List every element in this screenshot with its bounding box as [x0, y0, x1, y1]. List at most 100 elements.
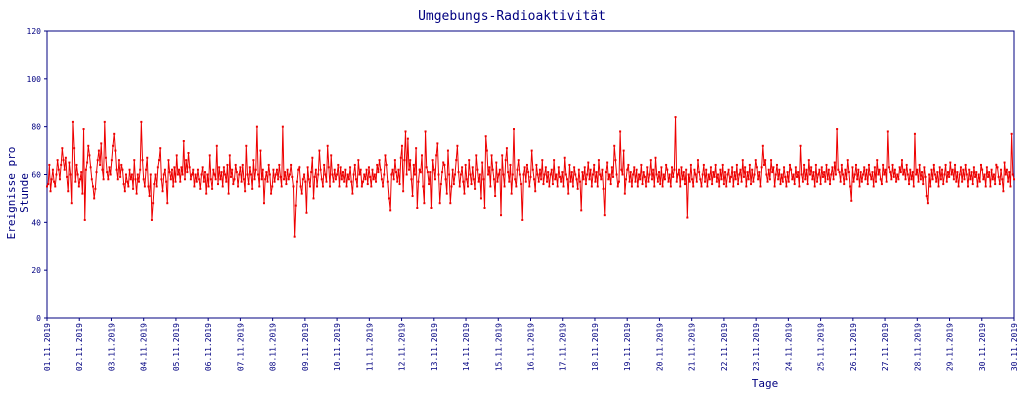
- data-point: [871, 171, 874, 174]
- data-point: [66, 175, 69, 178]
- data-point: [846, 159, 849, 162]
- data-point: [807, 159, 810, 162]
- data-point: [444, 178, 447, 181]
- x-tick-label: 09.11.2019: [301, 323, 310, 371]
- data-point: [137, 180, 140, 183]
- data-point: [691, 178, 694, 181]
- data-point: [510, 192, 513, 195]
- data-point: [952, 178, 955, 181]
- data-point: [886, 130, 889, 133]
- data-point: [672, 175, 675, 178]
- data-point: [636, 185, 639, 188]
- data-point: [836, 128, 839, 131]
- data-point: [850, 199, 853, 202]
- data-point: [356, 185, 359, 188]
- data-point: [363, 173, 366, 176]
- data-point: [205, 192, 208, 195]
- data-point: [56, 159, 59, 162]
- data-point: [306, 166, 309, 169]
- data-point: [873, 166, 876, 169]
- data-point: [759, 185, 762, 188]
- data-point: [73, 147, 76, 150]
- data-point: [128, 168, 131, 171]
- data-point: [201, 166, 204, 169]
- data-point: [206, 173, 209, 176]
- data-point: [285, 183, 288, 186]
- data-point: [589, 168, 592, 171]
- data-point: [963, 178, 966, 181]
- data-point: [876, 159, 879, 162]
- data-point: [693, 168, 696, 171]
- data-point: [792, 173, 795, 176]
- data-point: [216, 183, 219, 186]
- data-point: [198, 178, 201, 181]
- data-point: [564, 173, 567, 176]
- data-point: [231, 168, 234, 171]
- data-point: [213, 173, 216, 176]
- data-point: [53, 180, 56, 183]
- data-point: [961, 180, 964, 183]
- data-point: [800, 173, 803, 176]
- data-point: [571, 185, 574, 188]
- x-tick-label: 23.11.2019: [752, 323, 761, 371]
- data-point: [878, 168, 881, 171]
- data-point: [596, 185, 599, 188]
- data-point: [668, 173, 671, 176]
- data-point: [991, 178, 994, 181]
- data-point: [503, 185, 506, 188]
- data-point: [550, 168, 553, 171]
- data-point: [553, 159, 556, 162]
- data-point: [634, 180, 637, 183]
- data-point: [577, 168, 580, 171]
- data-point: [721, 163, 724, 166]
- data-point: [576, 187, 579, 190]
- data-point: [958, 173, 961, 176]
- data-point: [307, 178, 310, 181]
- data-point: [748, 163, 751, 166]
- data-point: [494, 195, 497, 198]
- data-point: [311, 156, 314, 159]
- data-point: [957, 185, 960, 188]
- data-point: [183, 178, 186, 181]
- data-point: [594, 180, 597, 183]
- data-point: [761, 144, 764, 147]
- data-point: [786, 171, 789, 174]
- data-point: [96, 159, 99, 162]
- data-point: [51, 168, 54, 171]
- data-point: [866, 183, 869, 186]
- data-point: [233, 178, 236, 181]
- data-point: [47, 183, 50, 186]
- data-point: [745, 185, 748, 188]
- data-point: [483, 206, 486, 209]
- data-point: [86, 161, 89, 164]
- data-point: [652, 168, 655, 171]
- data-point: [518, 173, 521, 176]
- data-point: [666, 168, 669, 171]
- data-point: [109, 173, 112, 176]
- data-point: [617, 180, 620, 183]
- data-point: [832, 178, 835, 181]
- data-point: [189, 178, 192, 181]
- data-point: [708, 178, 711, 181]
- data-point: [909, 168, 912, 171]
- data-point: [521, 218, 524, 221]
- data-point: [406, 137, 409, 140]
- data-point: [529, 175, 532, 178]
- data-point: [77, 185, 80, 188]
- data-point: [825, 163, 828, 166]
- data-point: [330, 154, 333, 157]
- data-point: [699, 178, 702, 181]
- data-point: [754, 159, 757, 162]
- data-point: [232, 183, 235, 186]
- x-tick-label: 08.11.2019: [269, 323, 278, 371]
- data-point: [449, 202, 452, 205]
- data-point: [653, 185, 656, 188]
- data-point: [468, 159, 471, 162]
- data-point: [933, 173, 936, 176]
- data-point: [785, 185, 788, 188]
- data-point: [180, 166, 183, 169]
- data-point: [145, 168, 148, 171]
- data-point: [488, 166, 491, 169]
- data-point: [955, 180, 958, 183]
